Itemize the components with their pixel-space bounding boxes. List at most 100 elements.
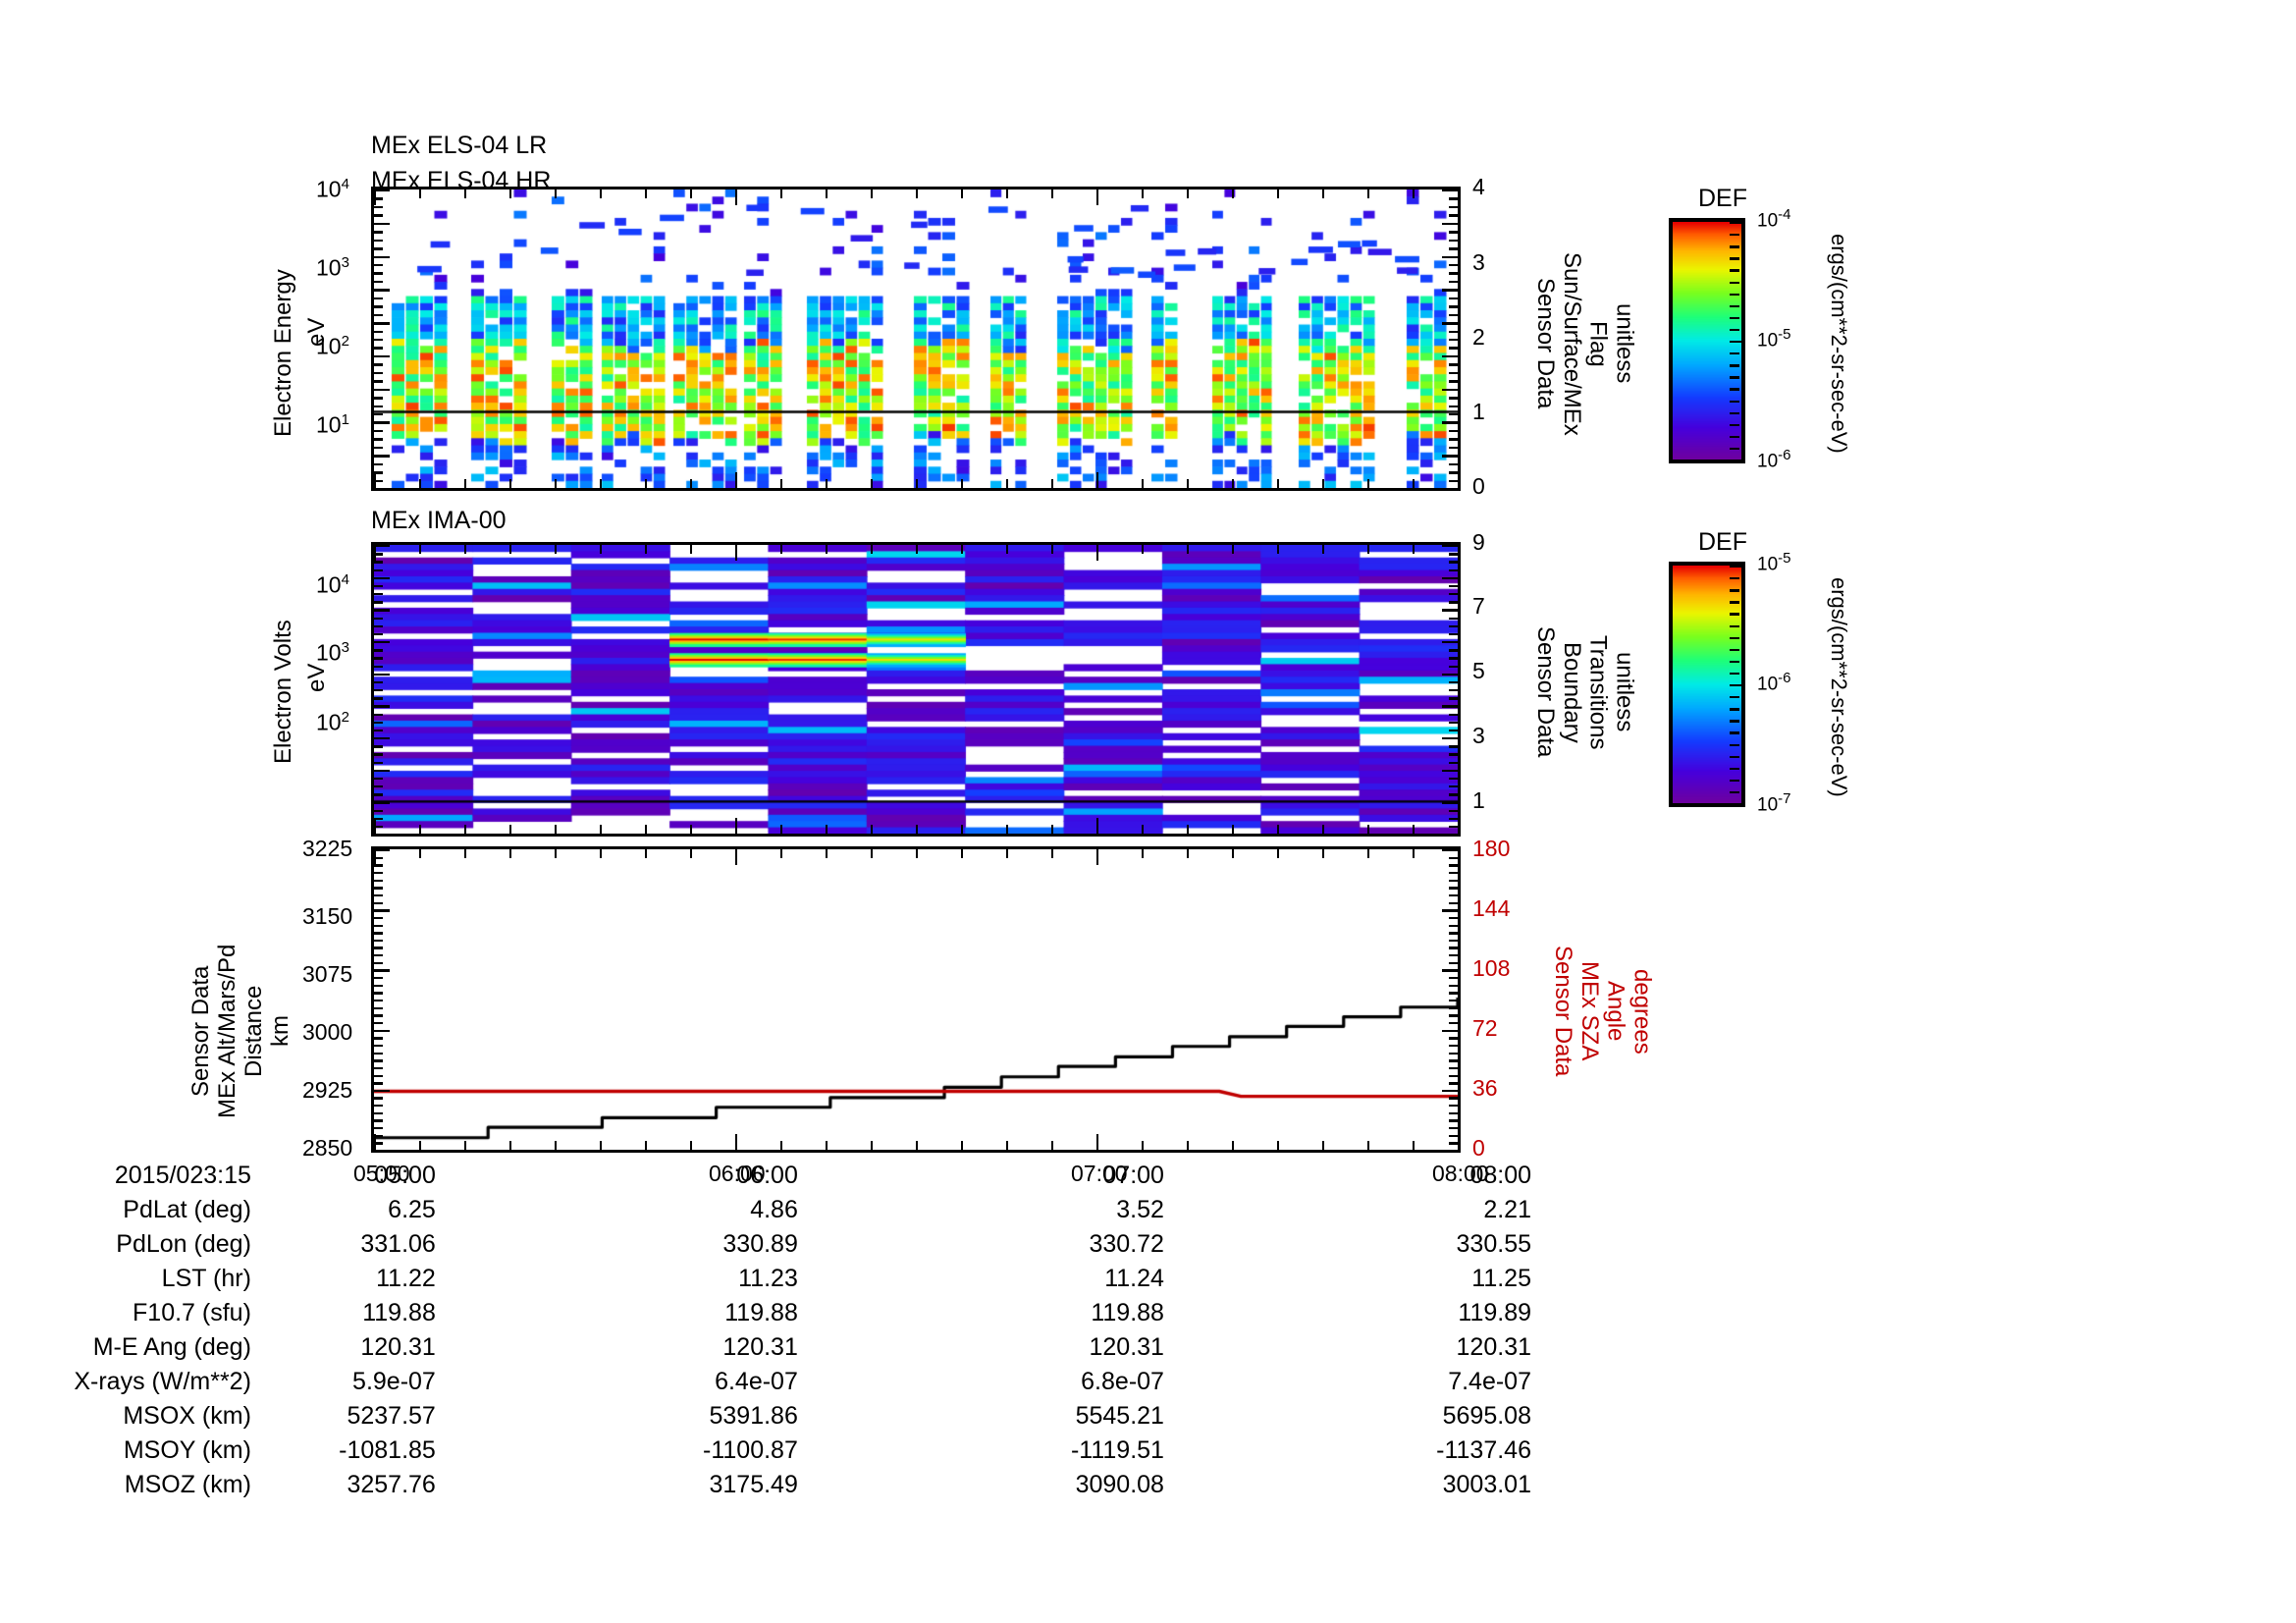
- xtick-mark: [780, 479, 783, 488]
- ytick-mark: [374, 397, 383, 400]
- panel3-ytick-5: 2850: [302, 1135, 353, 1161]
- ytick-mark-right: [1449, 1000, 1458, 1002]
- colorbar-tick: [1730, 779, 1739, 783]
- xtick-mark-top: [826, 189, 828, 198]
- ytick-mark: [374, 697, 383, 700]
- ytick-mark: [374, 471, 383, 474]
- ytick-mark-right: [1449, 1044, 1458, 1048]
- colorbar-tick: [1730, 613, 1739, 616]
- ytick-mark-right: [1449, 825, 1458, 829]
- xtick-mark: [509, 1141, 512, 1150]
- ytick-mark-right: [1449, 961, 1458, 965]
- ytick-mark-right: [1449, 871, 1458, 875]
- xtick-mark-top: [1413, 189, 1415, 198]
- ytick-mark: [374, 1089, 390, 1093]
- xtick-mark: [916, 825, 919, 834]
- panel2-spectrogram[interactable]: [371, 542, 1461, 837]
- colorbar-tick: [1730, 293, 1739, 296]
- ytick-mark-right: [1442, 1150, 1458, 1153]
- ytick-mark-right: [1449, 939, 1458, 943]
- ytick-mark-right: [1442, 969, 1458, 972]
- ytick-mark-right: [1449, 901, 1458, 904]
- xtick-mark: [1277, 1141, 1280, 1150]
- ytick-mark: [374, 785, 383, 788]
- xtick-mark-top: [916, 849, 919, 858]
- panel3-rtick-4: 36: [1472, 1075, 1498, 1101]
- xtick-mark-top: [464, 189, 467, 198]
- xtick-mark-top: [1096, 849, 1099, 865]
- ytick-mark: [374, 231, 383, 234]
- panel1-spectrogram[interactable]: [371, 187, 1461, 491]
- panel1-rtick-2: 2: [1472, 324, 1485, 350]
- xtick-mark: [1096, 472, 1099, 488]
- xtick-mark: [555, 825, 558, 834]
- ytick-mark: [374, 322, 390, 325]
- xtick-mark-top: [645, 545, 648, 554]
- ytick-mark-right: [1449, 864, 1458, 867]
- ytick-mark: [374, 1105, 383, 1108]
- colorbar-tick: [1730, 743, 1739, 746]
- ytick-mark: [374, 429, 383, 433]
- ytick-mark: [374, 479, 383, 482]
- ytick-mark: [374, 1127, 383, 1130]
- colorbar-tick: [1730, 672, 1739, 676]
- xtick-mark-top: [961, 189, 964, 198]
- ytick-mark-right: [1449, 1006, 1458, 1010]
- xtick-mark-top: [1413, 545, 1415, 554]
- xtick-mark: [961, 1141, 964, 1150]
- panel3-lineplot[interactable]: [371, 846, 1461, 1153]
- ytick-mark: [374, 665, 383, 668]
- ytick-mark: [374, 737, 390, 740]
- row-value: 330.55: [1456, 1230, 1531, 1258]
- ytick-mark-right: [1449, 729, 1458, 732]
- ytick-mark-right: [1449, 1059, 1458, 1062]
- xtick-mark-top: [1142, 849, 1145, 858]
- ytick-mark-right: [1449, 568, 1458, 571]
- xtick-mark: [1006, 1141, 1009, 1150]
- colorbar-tick: [1730, 636, 1739, 639]
- panel2-ytick-0: 104: [316, 571, 349, 598]
- ytick-mark-right: [1449, 1052, 1458, 1055]
- ytick-mark-right: [1442, 354, 1458, 358]
- ytick-mark: [374, 924, 383, 927]
- ytick-mark-right: [1449, 887, 1458, 890]
- ytick-mark: [374, 576, 390, 580]
- ytick-mark: [374, 729, 383, 732]
- xtick-mark-top: [1322, 189, 1325, 198]
- panel1-ylabel-line1: Electron Energy: [270, 269, 296, 438]
- xtick-mark-top: [1142, 545, 1145, 554]
- ytick-mark: [374, 1059, 383, 1062]
- xtick-mark-top: [961, 849, 964, 858]
- ytick-mark: [374, 1082, 383, 1085]
- row-value: 08:00: [1469, 1162, 1531, 1189]
- ytick-mark-right: [1449, 689, 1458, 692]
- xtick-mark-top: [1187, 545, 1190, 554]
- ytick-mark-right: [1449, 1082, 1458, 1085]
- ytick-mark-right: [1449, 984, 1458, 988]
- colorbar-tick: [1730, 755, 1739, 758]
- row-value: 3175.49: [709, 1471, 798, 1498]
- panel3-ytick-0: 3225: [302, 836, 353, 861]
- ytick-mark: [374, 255, 390, 258]
- ytick-mark: [374, 247, 383, 250]
- ytick-mark: [374, 214, 383, 217]
- xtick-mark-top: [690, 545, 693, 554]
- xtick-mark: [735, 818, 738, 834]
- ytick-mark-right: [1449, 713, 1458, 716]
- xtick-mark-top: [645, 849, 648, 858]
- row-value: 6.25: [388, 1196, 436, 1223]
- panel1-right-axis-label: Sensor Data Sun/Surface/MEx Flag unitles…: [1531, 251, 1638, 436]
- ytick-mark-right: [1442, 388, 1458, 392]
- panel3-rtick-0: 180: [1472, 836, 1511, 861]
- ytick-mark: [374, 761, 383, 764]
- xtick-mark: [1232, 1141, 1235, 1150]
- row-value: 330.72: [1089, 1230, 1164, 1258]
- xtick-mark-top: [509, 849, 512, 858]
- ytick-mark-right: [1442, 909, 1458, 912]
- xtick-mark-top: [1006, 189, 1009, 198]
- ytick-mark: [374, 992, 383, 995]
- row-value: 5.9e-07: [352, 1368, 436, 1395]
- ytick-mark: [374, 553, 383, 556]
- ytick-mark-right: [1442, 673, 1458, 676]
- row-value: 6.8e-07: [1081, 1368, 1164, 1395]
